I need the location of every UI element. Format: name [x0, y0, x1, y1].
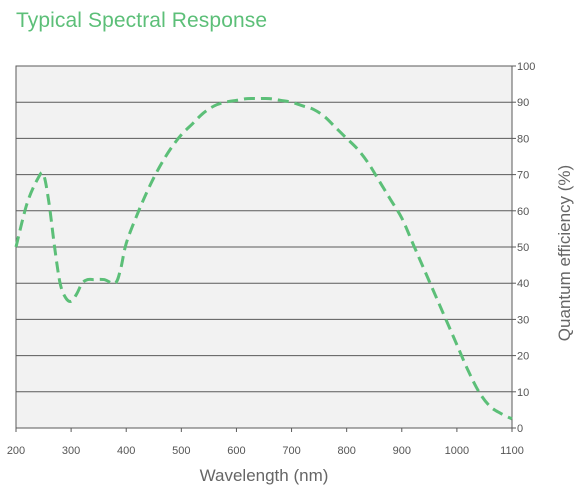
y-tick-label-30: 30	[517, 314, 529, 326]
y-tick-label-60: 60	[517, 206, 529, 218]
y-tick-label-100: 100	[517, 61, 535, 73]
y-tick-label-70: 70	[517, 170, 529, 182]
x-tick-label-800: 800	[337, 445, 355, 457]
series-line	[14, 96, 513, 421]
y-axis-label: Quantum efficiency (%)	[555, 165, 574, 341]
y-tick-label-10: 10	[517, 387, 529, 399]
x-tick-label-600: 600	[227, 445, 245, 457]
x-tick-label-400: 400	[117, 445, 135, 457]
gridlines	[16, 101, 512, 393]
y-tick-label-20: 20	[517, 351, 529, 363]
chart-title: Typical Spectral Response	[16, 9, 268, 32]
x-tick-label-200: 200	[7, 445, 25, 457]
x-tick-label-700: 700	[282, 445, 300, 457]
y-tick-label-40: 40	[517, 278, 529, 290]
x-tick-label-300: 300	[62, 445, 80, 457]
y-tick-label-90: 90	[517, 97, 529, 109]
x-tick-label-900: 900	[393, 445, 411, 457]
y-tick-label-80: 80	[517, 133, 529, 145]
y-tick-label-0: 0	[517, 423, 523, 435]
x-tick-label-1000: 1000	[445, 445, 469, 457]
x-tick-label-1100: 1100	[500, 445, 524, 457]
x-axis-ticks: 200 300 400 500 600 700 800 900 1000 1100	[7, 428, 524, 457]
y-axis-ticks: 0 10 20 30 40 50 60 70 80 90 100	[512, 61, 535, 435]
x-tick-label-500: 500	[172, 445, 190, 457]
y-tick-label-50: 50	[517, 242, 529, 254]
x-axis-label: Wavelength (nm)	[200, 466, 329, 485]
